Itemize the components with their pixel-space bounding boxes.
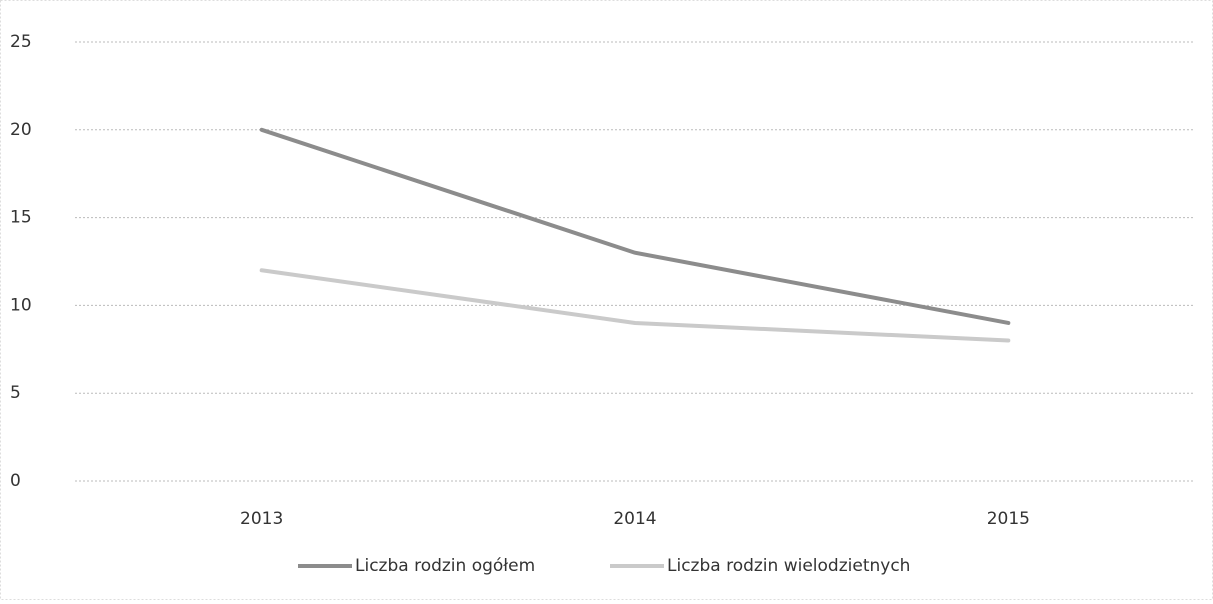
y-tick-label: 0: [10, 471, 21, 491]
y-tick-label: 20: [10, 120, 32, 140]
y-tick-label: 15: [10, 208, 32, 228]
y-tick-label: 10: [10, 295, 32, 315]
x-tick-label: 2014: [613, 509, 656, 529]
legend-label: Liczba rodzin ogółem: [355, 556, 535, 576]
data-line: [259, 268, 1011, 343]
legend-label: Liczba rodzin wielodzietnych: [667, 556, 910, 576]
x-tick-label: 2013: [240, 509, 283, 529]
data-line: [259, 127, 1011, 325]
x-tick-label: 2015: [987, 509, 1030, 529]
y-tick-label: 5: [10, 383, 21, 403]
y-tick-label: 25: [10, 32, 32, 52]
